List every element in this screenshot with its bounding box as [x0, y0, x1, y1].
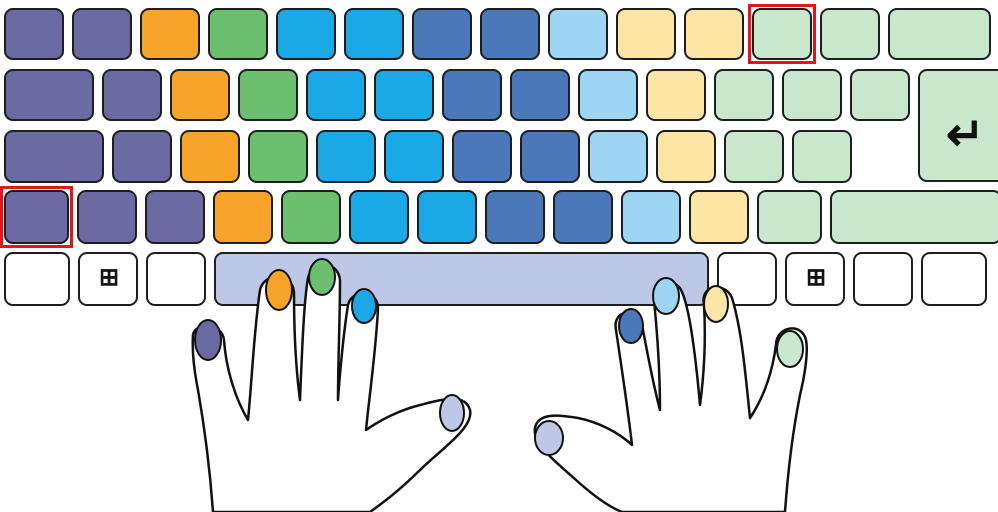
key-o[interactable]	[520, 130, 580, 183]
key-6[interactable]	[412, 8, 472, 60]
key-l[interactable]	[588, 130, 648, 183]
left-hand-outline	[191, 263, 472, 512]
left-thumb-nail	[439, 394, 465, 432]
highlight-lshift	[0, 186, 73, 248]
key-4[interactable]	[276, 8, 336, 60]
key-space[interactable]	[214, 252, 709, 306]
key-enter[interactable]: ↵	[918, 69, 998, 182]
key-m[interactable]	[349, 190, 409, 244]
right-pinky-nail	[776, 330, 804, 368]
key-caps[interactable]	[4, 130, 104, 183]
key-e[interactable]	[374, 69, 434, 121]
key-7[interactable]	[480, 8, 540, 60]
key-lshift[interactable]	[4, 190, 69, 244]
key-9[interactable]	[616, 8, 676, 60]
key-lwin[interactable]: ⊞	[78, 252, 138, 306]
right-hand-outline	[533, 280, 808, 512]
key-lctrl[interactable]	[4, 252, 70, 306]
key-1[interactable]	[72, 8, 132, 60]
key-a[interactable]	[316, 130, 376, 183]
key-lalt[interactable]	[146, 252, 206, 306]
key-ch[interactable]	[213, 190, 273, 244]
key-k[interactable]	[306, 69, 366, 121]
key-y[interactable]	[180, 130, 240, 183]
key-d[interactable]	[656, 130, 716, 183]
windows-icon: ⊞	[99, 264, 120, 291]
key-shch[interactable]	[646, 69, 706, 121]
key-soft[interactable]	[553, 190, 613, 244]
key-u[interactable]	[238, 69, 298, 121]
right-ring-nail	[703, 285, 729, 323]
key-hard[interactable]	[850, 69, 910, 121]
key-yu[interactable]	[689, 190, 749, 244]
key-slash[interactable]	[77, 190, 137, 244]
key-v[interactable]	[248, 130, 308, 183]
key-h[interactable]	[782, 69, 842, 121]
key-yo[interactable]	[4, 8, 64, 60]
right-index-nail	[618, 308, 644, 344]
key-z[interactable]	[714, 69, 774, 121]
key-8[interactable]	[548, 8, 608, 60]
key-rctrl[interactable]	[921, 252, 987, 306]
key-3[interactable]	[208, 8, 268, 60]
windows-icon: ⊞	[806, 264, 827, 291]
left-index-nail	[351, 288, 377, 324]
key-f[interactable]	[112, 130, 172, 183]
key-rwin[interactable]: ⊞	[785, 252, 845, 306]
key-rshift[interactable]	[830, 190, 998, 244]
key-backspace[interactable]	[888, 8, 991, 60]
key-t[interactable]	[485, 190, 545, 244]
left-pinky-nail	[194, 319, 222, 361]
enter-arrow-icon: ↵	[946, 108, 985, 160]
key-c[interactable]	[170, 69, 230, 121]
key-tab[interactable]	[4, 69, 94, 121]
key-minus[interactable]	[752, 8, 812, 60]
key-j[interactable]	[102, 69, 162, 121]
key-period[interactable]	[757, 190, 822, 244]
key-r[interactable]	[452, 130, 512, 183]
key-zh[interactable]	[724, 130, 784, 183]
right-middle-nail	[652, 277, 680, 315]
key-n[interactable]	[442, 69, 502, 121]
right-thumb-nail	[534, 420, 564, 456]
key-p[interactable]	[384, 130, 444, 183]
key-equals[interactable]	[820, 8, 880, 60]
key-5[interactable]	[344, 8, 404, 60]
key-0[interactable]	[684, 8, 744, 60]
key-i[interactable]	[417, 190, 477, 244]
key-2[interactable]	[140, 8, 200, 60]
key-ya[interactable]	[145, 190, 205, 244]
left-ring-nail	[265, 269, 293, 311]
highlight-minus	[748, 4, 816, 64]
key-b[interactable]	[621, 190, 681, 244]
key-sh[interactable]	[578, 69, 638, 121]
key-menu[interactable]	[853, 252, 913, 306]
left-middle-nail	[308, 258, 336, 296]
key-g[interactable]	[510, 69, 570, 121]
key-ee[interactable]	[792, 130, 852, 183]
key-s[interactable]	[281, 190, 341, 244]
